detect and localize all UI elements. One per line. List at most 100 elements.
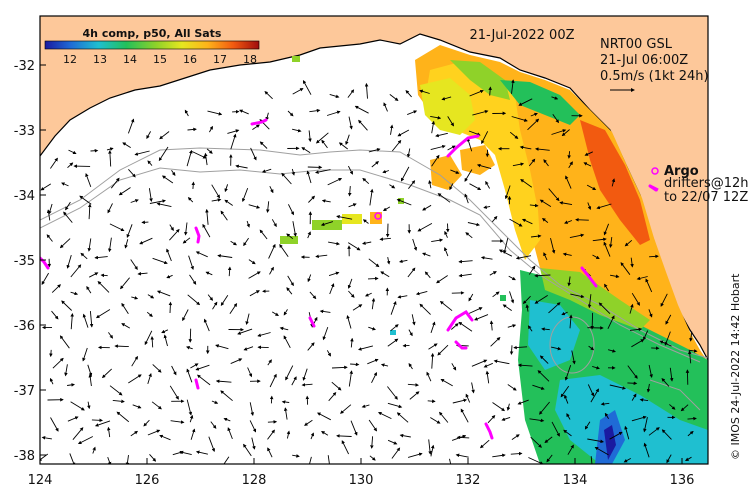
current-vector-arrow bbox=[338, 142, 348, 150]
current-vector-arrow bbox=[347, 89, 355, 98]
current-vector-arrow bbox=[659, 340, 672, 347]
current-vector-arrow bbox=[469, 183, 482, 191]
current-vector-arrow bbox=[248, 259, 256, 265]
current-vector-arrow bbox=[548, 302, 561, 314]
current-vector-arrow bbox=[70, 264, 82, 278]
colorbar-tick: 16 bbox=[183, 53, 197, 66]
current-vector-arrow bbox=[148, 188, 153, 202]
current-vector-arrow bbox=[552, 114, 560, 124]
current-vector-arrow bbox=[97, 280, 110, 293]
current-vector-arrow bbox=[569, 233, 585, 239]
current-vector-arrow bbox=[41, 272, 49, 285]
current-vector-arrow bbox=[382, 169, 390, 174]
x-tick-label: 128 bbox=[242, 473, 267, 488]
current-vector-arrow bbox=[347, 242, 361, 251]
current-vector-arrow bbox=[532, 384, 545, 390]
current-vector-arrow bbox=[368, 326, 376, 331]
y-axis: -32 -33 -34 -35 -36 -37 -38 bbox=[14, 59, 46, 464]
current-vector-arrow bbox=[146, 311, 153, 317]
current-vector-arrow bbox=[551, 421, 560, 437]
current-vector-arrow bbox=[631, 415, 647, 422]
current-vector-arrow bbox=[607, 315, 615, 329]
argo-legend-marker bbox=[651, 167, 659, 175]
current-vector-arrow bbox=[187, 127, 197, 132]
current-vector-arrow bbox=[121, 302, 129, 315]
current-vector-arrow bbox=[469, 89, 484, 97]
x-axis: 124 126 128 130 132 134 136 bbox=[28, 458, 694, 488]
current-vector-arrow bbox=[587, 384, 595, 397]
legend-argo: Argo bbox=[664, 164, 699, 179]
current-vector-arrow bbox=[319, 309, 331, 314]
current-vector-arrow bbox=[152, 364, 162, 373]
current-vector-arrow bbox=[508, 275, 516, 281]
current-vector-arrow bbox=[660, 293, 668, 307]
x-tick-label: 126 bbox=[135, 473, 160, 488]
current-vector-arrow bbox=[517, 363, 533, 368]
current-vector-arrow bbox=[368, 148, 381, 153]
current-vector-arrow bbox=[267, 420, 278, 424]
y-tick-label: -33 bbox=[14, 124, 35, 139]
current-vector-arrow bbox=[560, 385, 570, 398]
current-vector-arrow bbox=[687, 430, 694, 437]
current-vector-arrow bbox=[407, 452, 423, 458]
current-vector-arrow bbox=[223, 456, 230, 464]
current-vector-arrow bbox=[146, 131, 151, 139]
current-vector-arrow bbox=[362, 219, 369, 224]
current-vector-arrow bbox=[291, 168, 295, 176]
current-vector-arrow bbox=[408, 180, 416, 189]
current-vector-arrow bbox=[362, 241, 372, 245]
current-vector-arrow bbox=[592, 237, 607, 242]
current-vector-arrow bbox=[587, 438, 604, 444]
current-vector-arrow bbox=[452, 398, 468, 404]
current-vector-arrow bbox=[396, 412, 409, 423]
current-vector-arrow bbox=[371, 161, 379, 168]
current-vector-arrow bbox=[61, 182, 69, 187]
current-vector-arrow bbox=[329, 93, 340, 99]
current-vector-arrow bbox=[269, 266, 274, 275]
current-vector-arrow bbox=[587, 202, 592, 211]
current-vector-arrow bbox=[467, 222, 480, 227]
current-vector-arrow bbox=[82, 347, 88, 362]
current-vector-arrow bbox=[636, 276, 648, 281]
current-vector-arrow bbox=[147, 373, 152, 385]
current-vector-arrow bbox=[369, 455, 376, 461]
current-vector-arrow bbox=[451, 323, 459, 330]
current-vector-arrow bbox=[107, 203, 113, 214]
current-vector-arrow bbox=[390, 300, 397, 315]
current-vector-arrow bbox=[206, 148, 213, 154]
current-vector-arrow bbox=[529, 203, 539, 208]
current-vector-arrow bbox=[195, 364, 210, 371]
current-vector-arrow bbox=[539, 401, 550, 415]
current-vector-arrow bbox=[87, 238, 92, 252]
current-vector-arrow bbox=[610, 274, 620, 279]
current-vector-arrow bbox=[665, 314, 672, 325]
y-tick-label: -37 bbox=[14, 384, 35, 399]
current-vector-arrow bbox=[506, 403, 511, 411]
current-vector-arrow bbox=[530, 112, 538, 117]
current-vector-arrow bbox=[166, 248, 172, 262]
current-vector-arrow bbox=[537, 370, 550, 382]
current-vector-arrow bbox=[364, 82, 369, 99]
current-vector-arrow bbox=[80, 252, 88, 260]
drifter-legend-marker bbox=[649, 184, 659, 192]
current-vector-arrow bbox=[109, 385, 123, 396]
current-vector-arrow bbox=[534, 295, 548, 304]
current-vector-arrow bbox=[527, 118, 540, 131]
current-vector-arrow bbox=[571, 350, 576, 365]
current-vector-arrow bbox=[279, 326, 289, 331]
current-vector-arrow bbox=[541, 327, 550, 331]
current-vector-arrow bbox=[118, 187, 131, 196]
current-vector-arrow bbox=[227, 427, 233, 440]
product-name: NRT00 GSL bbox=[600, 37, 673, 52]
current-vector-arrow bbox=[624, 239, 633, 247]
current-vector-arrow bbox=[399, 259, 408, 264]
y-tick-label: -38 bbox=[14, 449, 35, 464]
current-vector-arrow bbox=[64, 364, 68, 377]
current-vector-arrow bbox=[182, 309, 189, 322]
current-vector-arrow bbox=[407, 267, 416, 278]
current-vector-arrow bbox=[191, 181, 196, 189]
current-vector-arrow bbox=[530, 436, 542, 448]
current-vector-arrow bbox=[687, 416, 697, 421]
current-vector-arrow bbox=[669, 404, 676, 410]
current-vector-arrow bbox=[509, 131, 519, 139]
